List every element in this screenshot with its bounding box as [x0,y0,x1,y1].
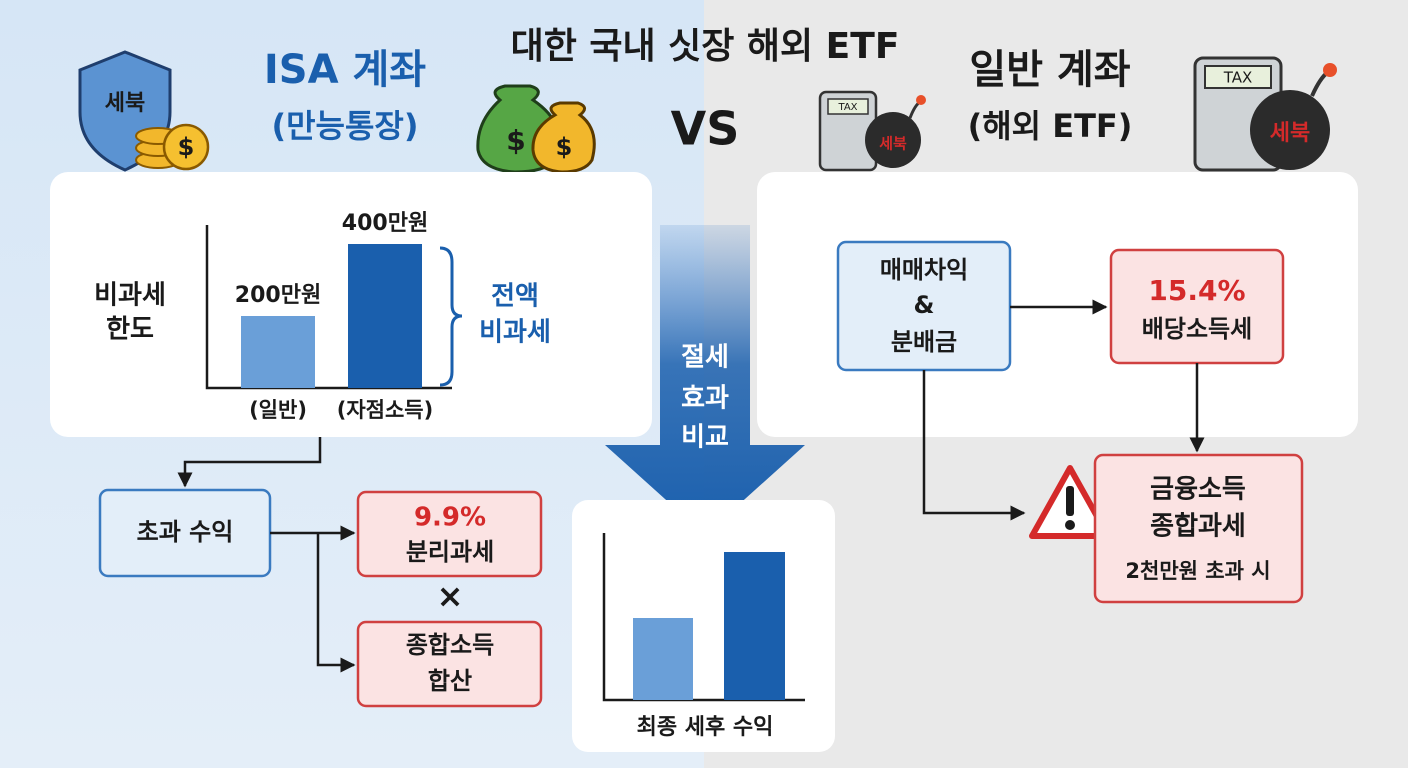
money-bags: $ $ [476,84,596,174]
result-label: 최종 세후 수익 [637,715,774,740]
separate-rate: 9.9% [414,503,486,533]
isa-title: ISA 계좌 [264,47,426,93]
warning-icon [1029,465,1111,539]
combined-label: 종합소득 [406,631,494,659]
coin-symbol: $ [178,133,195,161]
compare-arrow [605,225,805,535]
shield-icon: 세북 $ [78,50,210,172]
separate-label: 분리과세 [406,538,494,566]
financial-label: 금융소득 [1150,475,1246,505]
bar-value-label: 200만원 [235,283,321,308]
vs-label: VS [671,102,740,156]
dividend-rate: 15.4% [1148,274,1245,307]
bar-category-label: (자점소득) [337,398,433,422]
result-bar [724,552,785,700]
financial-label: 종합과세 [1150,512,1246,542]
financial-condition: 2천만원 초과 시 [1125,559,1270,583]
separate-box [356,490,543,578]
limit-bar [348,244,422,388]
bag-symbol: $ [556,133,573,161]
excess-label: 초과 수익 [137,518,234,546]
calculator-text: TAX [1223,69,1253,87]
bar-category-label: (일반) [249,398,307,422]
source-label: & [914,291,935,319]
source-label: 분배금 [891,328,957,356]
times-sign: × [437,577,464,615]
brace [439,246,463,387]
limit-label: 한도 [106,315,154,345]
connector [177,437,322,488]
limit-bar [241,316,315,388]
limit-chart: 200만원 (일반) 400만원 (자점소득) [205,211,452,422]
bar-value-label: 400만원 [342,211,428,236]
shield-text: 세북 [105,91,145,116]
limit-label: 비과세 [94,281,166,311]
small-calculator: TAX 세북 [818,90,926,172]
source-label: 매매차익 [880,256,968,284]
brace-label: 전액 [491,282,539,312]
dividend-label: 배당소득세 [1142,315,1252,343]
general-title: 일반 계좌 [969,47,1130,93]
connector [922,370,1026,521]
general-subtitle: (해외 ETF) [968,107,1133,145]
isa-subtitle: (만능통장) [271,107,418,145]
arrow-label: 효과 [681,384,729,414]
large-calculator: TAX 세북 [1193,56,1337,172]
main-title: 대한 국내 싯장 해외 ETF [511,26,900,67]
bomb-text: 세북 [879,135,907,153]
result-bar [633,618,693,700]
arrow-label: 절세 [681,343,729,373]
brace-label: 비과세 [479,318,551,348]
combined-box [356,620,543,708]
arrow-label: 비교 [681,423,729,453]
financial-box [1093,453,1304,604]
calculator-text: TAX [837,102,857,113]
connector [316,533,356,673]
bag-symbol: $ [506,124,525,157]
combined-label: 합산 [428,667,472,695]
bomb-text: 세북 [1270,121,1310,146]
